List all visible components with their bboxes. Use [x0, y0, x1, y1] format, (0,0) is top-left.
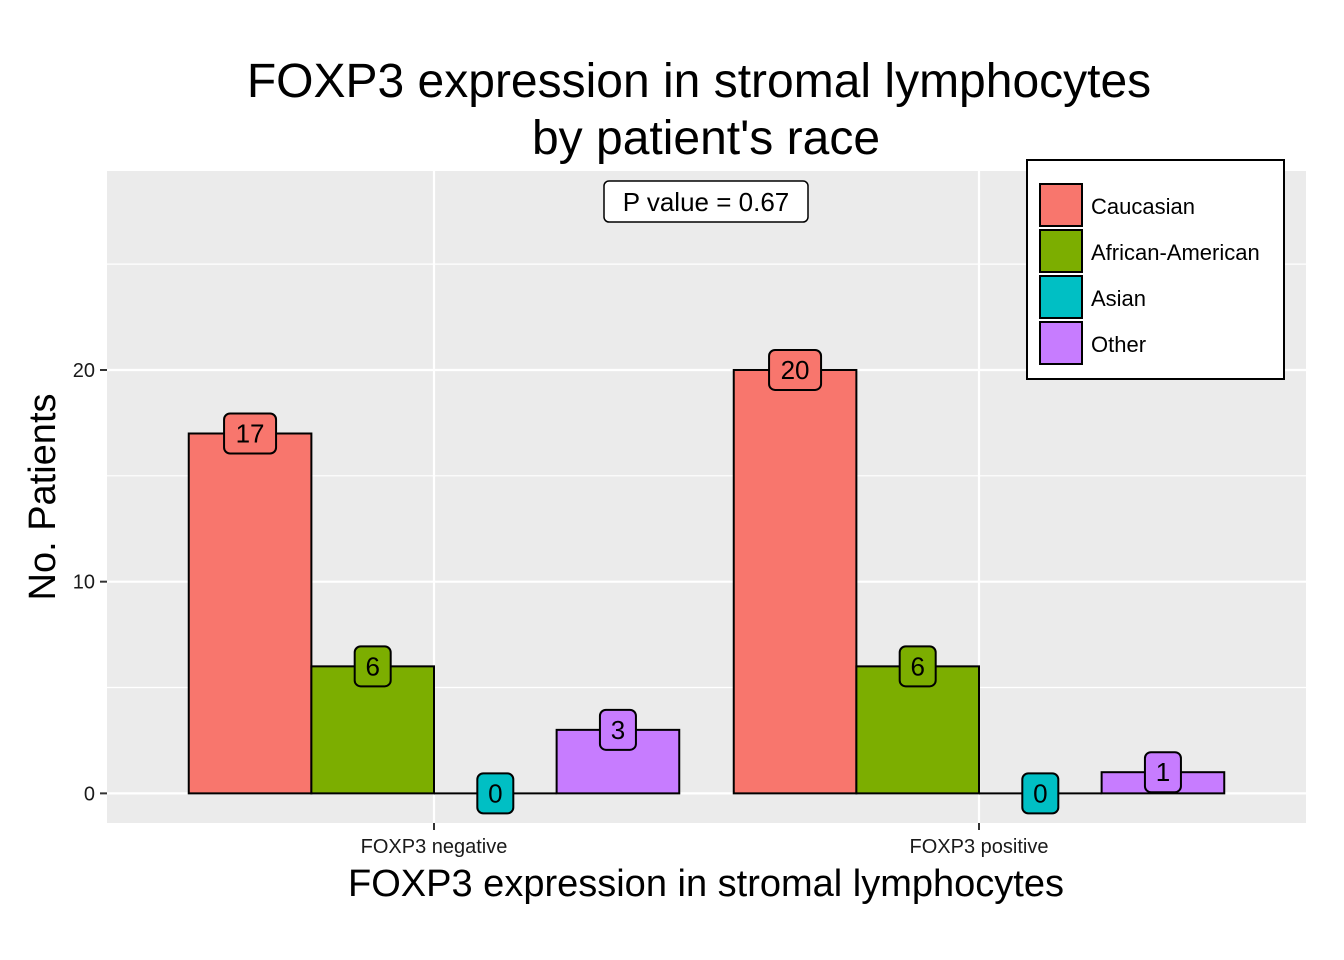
value-label: 6: [365, 651, 379, 681]
y-axis-title: No. Patients: [22, 394, 64, 601]
value-label: 6: [910, 651, 924, 681]
value-label-box: [1143, 751, 1182, 794]
value-label-box: [223, 412, 278, 455]
value-label-box: [1021, 772, 1060, 815]
bar: [855, 665, 980, 795]
p-value-text: P value = 0.67: [623, 187, 790, 217]
legend-label: Asian: [1091, 286, 1146, 311]
legend-key: [1039, 275, 1083, 319]
value-label-box: [598, 708, 637, 751]
chart-title-line-1: FOXP3 expression in stromal lymphocytes: [247, 55, 1151, 108]
value-label-box: [898, 645, 937, 688]
value-labels: 17 20 6 6 0 0 3 1: [223, 348, 1182, 815]
legend-label: Other: [1091, 332, 1146, 357]
bar: [732, 368, 858, 795]
legend-key: [1039, 229, 1083, 273]
value-label-box: [476, 772, 515, 815]
chart-title-line-2: by patient's race: [532, 112, 880, 165]
y-tick-label: 0: [84, 783, 95, 805]
value-label: 20: [781, 355, 810, 385]
value-label: 0: [1033, 778, 1047, 808]
legend-key: [1039, 321, 1083, 365]
legend-key: [1039, 183, 1083, 227]
bar: [187, 432, 313, 795]
value-label-box: [768, 348, 823, 391]
y-tick-label: 10: [73, 572, 95, 594]
x-tick-label: FOXP3 positive: [910, 836, 1049, 858]
y-tick-label: 20: [73, 360, 95, 382]
x-tick-label: FOXP3 negative: [361, 836, 508, 858]
bar: [310, 665, 435, 795]
x-axis: FOXP3 negative FOXP3 positive: [361, 823, 1049, 858]
p-value-annotation: P value = 0.67: [603, 180, 809, 223]
value-label: 17: [236, 418, 265, 448]
x-axis-title: FOXP3 expression in stromal lymphocytes: [348, 863, 1064, 905]
legend-label: African-American: [1091, 240, 1260, 265]
value-label: 0: [488, 778, 502, 808]
legend: Caucasian African-American Asian Other: [1026, 159, 1285, 380]
y-axis: 0 10 20: [73, 360, 107, 805]
legend-label: Caucasian: [1091, 194, 1195, 219]
bars: [187, 368, 1226, 795]
value-label: 3: [611, 715, 625, 745]
value-label-box: [353, 645, 392, 688]
value-label: 1: [1156, 757, 1170, 787]
